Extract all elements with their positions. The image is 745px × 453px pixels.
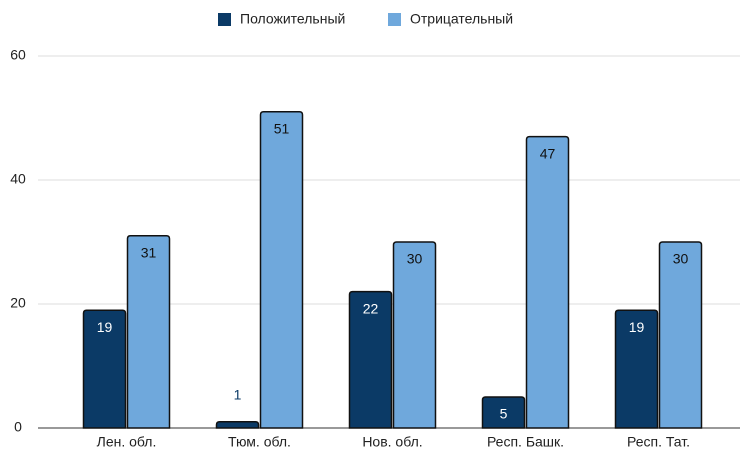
bar xyxy=(392,241,437,429)
bar xyxy=(259,111,304,429)
legend-label: Отрицательный xyxy=(410,11,513,27)
x-tick-label: Нов. обл. xyxy=(362,434,422,450)
x-tick-label: Лен. обл. xyxy=(97,434,157,450)
data-label: 19 xyxy=(629,319,645,335)
y-tick-label: 60 xyxy=(10,47,26,63)
x-tick-label: Тюм. обл. xyxy=(228,434,291,450)
data-label: 51 xyxy=(274,121,290,137)
bar xyxy=(348,290,393,429)
data-label: 19 xyxy=(97,319,113,335)
y-tick-label: 40 xyxy=(10,171,26,187)
data-label: 30 xyxy=(673,251,689,267)
y-tick-label: 0 xyxy=(14,419,22,435)
bar xyxy=(481,396,526,429)
bar xyxy=(82,309,127,429)
x-tick-label: Респ. Башк. xyxy=(487,434,564,450)
data-label: 1 xyxy=(234,387,242,403)
bar xyxy=(525,135,570,429)
data-label: 47 xyxy=(540,145,556,161)
legend-swatch xyxy=(388,13,401,26)
data-label: 30 xyxy=(407,251,423,267)
bar xyxy=(658,241,703,429)
legend-label: Положительный xyxy=(240,11,345,27)
y-tick-label: 20 xyxy=(10,295,26,311)
bar xyxy=(126,235,171,429)
data-label: 5 xyxy=(500,406,508,422)
x-tick-label: Респ. Тат. xyxy=(627,434,690,450)
data-label: 22 xyxy=(363,300,379,316)
data-label: 31 xyxy=(141,245,157,261)
bar xyxy=(215,421,260,429)
legend-swatch xyxy=(218,13,231,26)
bar xyxy=(614,309,659,429)
